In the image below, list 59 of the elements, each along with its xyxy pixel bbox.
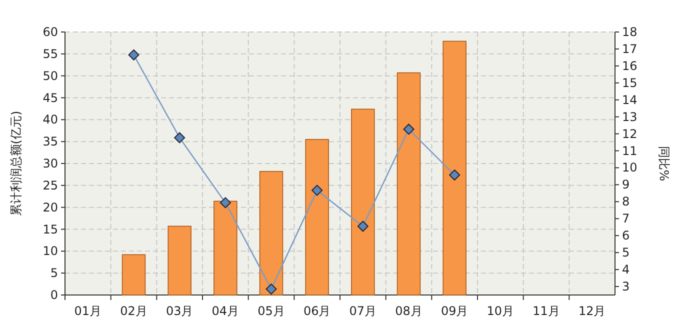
y-tick-label: 25 — [42, 178, 58, 192]
bar — [442, 40, 466, 296]
y2-tick-label: 9 — [622, 178, 630, 192]
y2-tick-label: 13 — [622, 110, 638, 124]
y2-tick-label: 6 — [622, 228, 630, 243]
point — [128, 49, 140, 60]
y2-tick-label: 17 — [622, 42, 638, 56]
point — [449, 170, 460, 181]
bar — [214, 200, 238, 296]
y-tick-label: 60 — [42, 25, 58, 39]
bar — [122, 254, 146, 296]
y2-tick-label: 5 — [622, 246, 630, 260]
y-tick-label: 15 — [42, 222, 58, 236]
y2-axis-title: 同比% — [657, 146, 671, 182]
point — [403, 124, 414, 135]
y-tick-label: 40 — [42, 112, 58, 127]
x-tick-label: 07月 — [349, 304, 377, 318]
point — [220, 197, 231, 208]
y2-tick-label: 4 — [622, 262, 630, 277]
x-tick-label: 09月 — [440, 304, 468, 318]
x-tick-label: 05月 — [258, 304, 285, 318]
point — [312, 184, 323, 196]
y2-tick-label: 10 — [622, 160, 638, 175]
x-tick-label: 01月 — [74, 304, 102, 318]
x-tick-label: 08月 — [395, 304, 422, 318]
y-tick-label: 30 — [42, 156, 58, 170]
y2-tick-label: 3 — [622, 280, 630, 294]
y2-tick-label: 11 — [622, 144, 638, 158]
y2-tick-label: 15 — [622, 76, 638, 90]
point — [174, 132, 186, 144]
y-tick-label: 10 — [42, 244, 58, 258]
point — [357, 220, 368, 232]
y-tick-label: 50 — [42, 68, 58, 83]
x-tick-label: 11月 — [532, 304, 560, 318]
y2-tick-label: 16 — [622, 58, 638, 73]
bar — [396, 72, 421, 296]
x-tick-label: 04月 — [212, 304, 240, 318]
bar — [168, 226, 192, 296]
y-tick-label: 5 — [50, 266, 58, 280]
y-axis-title: 累计利润总额(亿元) — [9, 110, 23, 216]
y2-tick-label: 8 — [622, 194, 630, 209]
bar — [351, 108, 375, 296]
x-tick-label: 10月 — [486, 304, 514, 318]
bar — [259, 170, 284, 296]
point — [266, 284, 277, 295]
x-tick-label: 03月 — [166, 304, 194, 318]
x-tick-label: 02月 — [120, 304, 148, 318]
y-tick-label: 45 — [42, 90, 58, 105]
y-tick-label: 20 — [42, 200, 58, 214]
y2-tick-label: 18 — [622, 25, 638, 39]
y-tick-label: 0 — [50, 288, 58, 302]
bar — [305, 138, 329, 296]
y2-tick-label: 7 — [622, 212, 630, 226]
y-tick-label: 55 — [42, 46, 58, 61]
x-tick-label: 12月 — [578, 304, 606, 318]
y2-tick-label: 14 — [622, 92, 638, 107]
y-tick-label: 35 — [42, 134, 58, 149]
x-tick-label: 06月 — [303, 304, 331, 318]
y2-tick-label: 12 — [622, 126, 638, 141]
